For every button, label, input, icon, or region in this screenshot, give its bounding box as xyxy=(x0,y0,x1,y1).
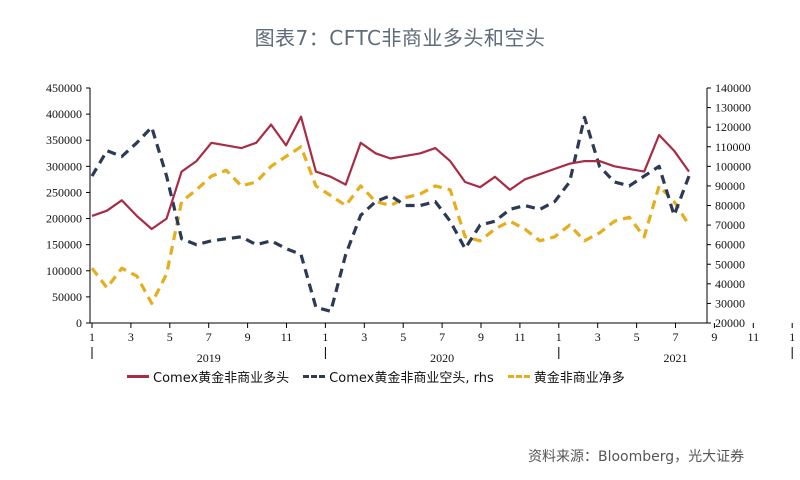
y-left-tick-label: 300000 xyxy=(46,159,82,173)
y-right-tick-label: 20000 xyxy=(715,316,745,330)
legend-swatch-net xyxy=(507,374,530,378)
y-right-tick-label: 40000 xyxy=(715,277,745,291)
source-note: 资料来源：Bloomberg，光大证券 xyxy=(528,449,745,465)
x-tick-label: 5 xyxy=(634,330,640,344)
x-tick-label: 11 xyxy=(514,330,526,344)
x-year-label: 2019 xyxy=(197,351,221,365)
y-left-tick-label: 250000 xyxy=(46,185,82,199)
series-long-line xyxy=(91,115,690,231)
y-right-tick-label: 70000 xyxy=(715,218,745,232)
legend-label-short: Comex黄金非商业空头, rhs xyxy=(329,370,494,386)
y-left-tick-label: 200000 xyxy=(46,212,82,226)
y-left-tick-label: 100000 xyxy=(46,264,82,278)
y-right-tick-label: 110000 xyxy=(715,140,751,154)
legend-swatch-short xyxy=(303,374,326,378)
y-left-tick-label: 450000 xyxy=(46,81,82,95)
x-tick-label: 1 xyxy=(789,330,795,344)
x-tick-label: 7 xyxy=(673,330,679,344)
y-left-tick-label: 150000 xyxy=(46,238,82,252)
y-right-tick-label: 130000 xyxy=(715,101,751,115)
x-tick-label: 3 xyxy=(128,330,134,344)
y-right-tick-label: 120000 xyxy=(715,120,751,134)
legend-swatch-long xyxy=(127,374,149,378)
x-tick-label: 9 xyxy=(711,330,717,344)
x-tick-label: 1 xyxy=(89,330,95,344)
y-right-tick-label: 140000 xyxy=(715,81,751,95)
x-tick-label: 5 xyxy=(400,330,406,344)
y-left-tick-label: 50000 xyxy=(52,290,82,304)
x-year-label: 2021 xyxy=(664,351,688,365)
legend: Comex黄金非商业多头 Comex黄金非商业空头, rhs 黄金非商业净多 xyxy=(127,366,639,386)
y-right-tick-label: 60000 xyxy=(715,238,745,252)
series-short-line xyxy=(90,115,691,313)
y-right-tick-label: 50000 xyxy=(715,257,745,271)
x-tick-label: 11 xyxy=(281,330,293,344)
x-tick-label: 9 xyxy=(478,330,484,344)
x-tick-label: 1 xyxy=(556,330,562,344)
y-right-tick-label: 80000 xyxy=(715,199,745,213)
legend-item-short: Comex黄金非商业空头, rhs xyxy=(303,367,494,386)
legend-label-net: 黄金非商业净多 xyxy=(533,370,625,386)
chart-title: 图表7：CFTC非商业多头和空头 xyxy=(254,26,546,50)
x-tick-label: 5 xyxy=(167,330,173,344)
legend-label-long: Comex黄金非商业多头 xyxy=(153,370,290,386)
x-tick-label: 7 xyxy=(439,330,445,344)
y-right-tick-label: 100000 xyxy=(715,159,751,173)
y-right-tick-label: 90000 xyxy=(715,179,745,193)
y-left-tick-label: 0 xyxy=(76,316,82,330)
y-right-tick-label: 30000 xyxy=(715,296,745,310)
series-net-line xyxy=(90,145,691,305)
y-left-tick-label: 350000 xyxy=(46,133,82,147)
x-tick-label: 7 xyxy=(206,330,212,344)
x-tick-label: 3 xyxy=(595,330,601,344)
x-tick-label: 11 xyxy=(748,330,760,344)
legend-item-long: Comex黄金非商业多头 xyxy=(127,367,289,386)
x-tick-label: 3 xyxy=(361,330,367,344)
y-left-tick-label: 400000 xyxy=(46,107,82,121)
x-tick-label: 1 xyxy=(322,330,328,344)
x-year-label: 2020 xyxy=(430,351,454,365)
legend-item-net: 黄金非商业净多 xyxy=(507,367,625,386)
x-tick-label: 9 xyxy=(245,330,251,344)
